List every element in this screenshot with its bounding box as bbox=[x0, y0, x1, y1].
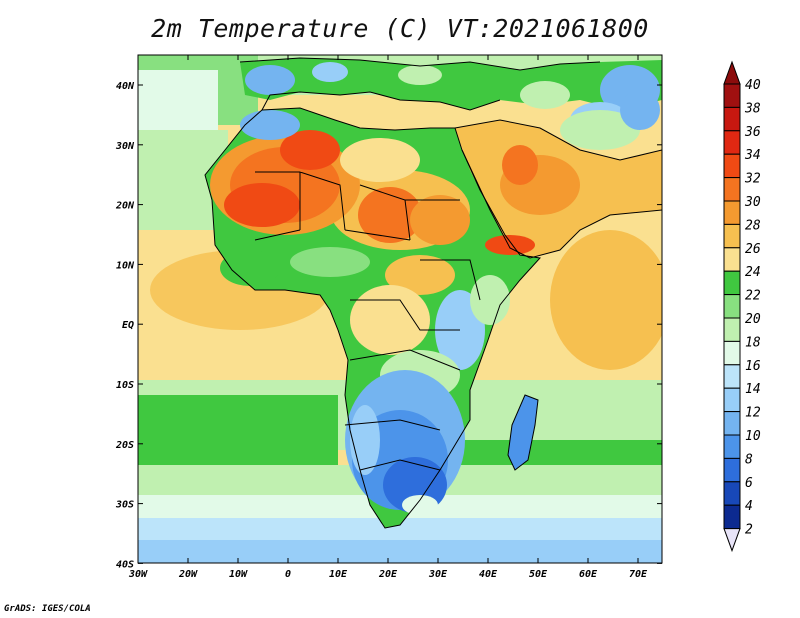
lon-tick-label: 0 bbox=[285, 569, 291, 580]
lat-tick-label: 40N bbox=[116, 81, 135, 92]
lon-tick-label: 30E bbox=[428, 569, 448, 580]
lon-tick-label: 10E bbox=[329, 569, 348, 580]
lon-tick-label: 30W bbox=[128, 569, 148, 580]
lat-tick-label: 10N bbox=[116, 260, 135, 271]
legend-label: 18 bbox=[745, 335, 761, 350]
lat-tick-label: 30S bbox=[115, 500, 134, 511]
lat-tick-label: 40S bbox=[116, 559, 134, 570]
legend-swatch bbox=[723, 153, 741, 179]
legend-label: 20 bbox=[745, 312, 761, 327]
legend-label: 8 bbox=[745, 452, 753, 467]
legend-label: 36 bbox=[744, 125, 761, 140]
lat-tick-label: 20S bbox=[115, 440, 134, 451]
lat-tick-label: 30N bbox=[115, 141, 135, 152]
legend-swatch bbox=[723, 247, 741, 272]
legend-swatch bbox=[723, 457, 741, 483]
legend-label: 4 bbox=[745, 499, 753, 514]
legend-label: 12 bbox=[745, 406, 761, 421]
legend-swatch bbox=[723, 340, 741, 366]
legend-label: 26 bbox=[745, 242, 761, 257]
lon-tick-label: 60E bbox=[579, 569, 598, 580]
legend-label: 30 bbox=[744, 195, 761, 210]
legend-swatch bbox=[723, 317, 741, 342]
lon-tick-label: 70E bbox=[629, 569, 648, 580]
legend-swatch bbox=[723, 223, 741, 249]
legend-swatch bbox=[723, 106, 741, 132]
legend-label: 24 bbox=[745, 265, 761, 280]
legend-label: 34 bbox=[744, 148, 761, 163]
lon-tick-label: 40E bbox=[479, 569, 498, 580]
legend-label: 32 bbox=[744, 172, 761, 187]
legend-label: 16 bbox=[745, 359, 761, 374]
legend-label: 6 bbox=[745, 476, 753, 491]
lon-tick-label: 10W bbox=[229, 569, 248, 580]
lon-tick-label: 20W bbox=[178, 569, 198, 580]
legend-swatch bbox=[723, 411, 741, 436]
legend-top-arrow bbox=[723, 60, 741, 85]
legend-swatch bbox=[723, 434, 741, 459]
legend-swatch bbox=[723, 481, 741, 506]
legend-swatch bbox=[723, 294, 741, 319]
credit-label: GrADS: IGES/COLA bbox=[4, 604, 91, 614]
coastlines bbox=[204, 57, 662, 529]
legend-swatch bbox=[723, 270, 741, 296]
temperature-field bbox=[138, 55, 662, 563]
legend-label: 10 bbox=[745, 429, 761, 444]
legend-swatch bbox=[723, 364, 741, 389]
latitude-axis: 40N 30N 20N 10N EQ 10S 20S 30S 40S bbox=[115, 81, 662, 570]
legend-swatch bbox=[723, 504, 741, 530]
legend-label: 28 bbox=[745, 218, 761, 233]
legend-swatch bbox=[723, 83, 741, 108]
legend-swatch bbox=[723, 130, 741, 155]
lat-tick-label: EQ bbox=[122, 320, 134, 331]
lon-tick-label: 20E bbox=[378, 569, 398, 580]
legend-label: 38 bbox=[744, 101, 761, 116]
legend-label: 14 bbox=[745, 382, 761, 397]
legend-swatch bbox=[723, 387, 741, 413]
legend-bottom-arrow bbox=[723, 528, 741, 553]
longitude-axis: 30W 20W 10W 0 10E 20E 30E 40E 50E 60E 70E bbox=[128, 55, 648, 580]
legend-label: 22 bbox=[745, 289, 761, 304]
legend-swatch bbox=[723, 177, 741, 202]
legend-label: 2 bbox=[745, 523, 753, 538]
legend-swatch bbox=[723, 200, 741, 225]
legend-label: 40 bbox=[745, 78, 761, 93]
lat-tick-label: 20N bbox=[115, 201, 135, 212]
map-title: 2m Temperature (C) VT:2021061800 bbox=[151, 14, 649, 43]
color-legend: 40 38 36 34 32 30 28 26 24 22 20 18 16 14 12 10 8 6 4 2 bbox=[723, 60, 761, 553]
lat-tick-label: 10S bbox=[116, 380, 134, 391]
lon-tick-label: 50E bbox=[529, 569, 548, 580]
plot-frame bbox=[137, 54, 663, 564]
